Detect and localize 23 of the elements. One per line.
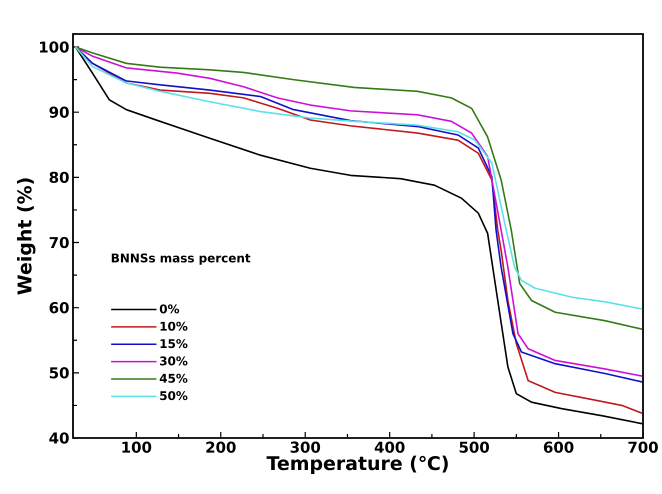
x-tick-label: 100 <box>122 442 152 453</box>
x-tick-label: 700 <box>628 442 658 453</box>
y-tick-label: 40 <box>49 432 69 444</box>
x-tick-label: 500 <box>460 442 489 453</box>
legend-label: 50% <box>160 391 188 400</box>
y-tick-label: 80 <box>50 172 69 184</box>
y-tick-label: 100 <box>40 41 69 53</box>
y-tick-label: 50 <box>50 367 69 378</box>
x-tick-label: 300 <box>290 442 320 453</box>
y-tick-label: 70 <box>50 236 69 248</box>
legend-label: 30% <box>160 356 188 366</box>
y-tick-label: 60 <box>50 302 69 314</box>
legend-title: BNNSs mass percent <box>112 253 250 265</box>
y-axis-title: Weight (%) <box>16 178 36 295</box>
legend-label: 15% <box>160 339 188 348</box>
x-tick-label: 600 <box>544 442 574 453</box>
legend-label: 0% <box>160 304 180 314</box>
legend-label: 10% <box>160 322 188 331</box>
y-tick-label: 90 <box>49 106 69 118</box>
legend-label: 45% <box>160 374 188 383</box>
x-axis-title: Temperature (℃) <box>266 456 448 474</box>
x-tick-label: 200 <box>206 442 236 453</box>
x-tick-label: 400 <box>374 442 405 453</box>
